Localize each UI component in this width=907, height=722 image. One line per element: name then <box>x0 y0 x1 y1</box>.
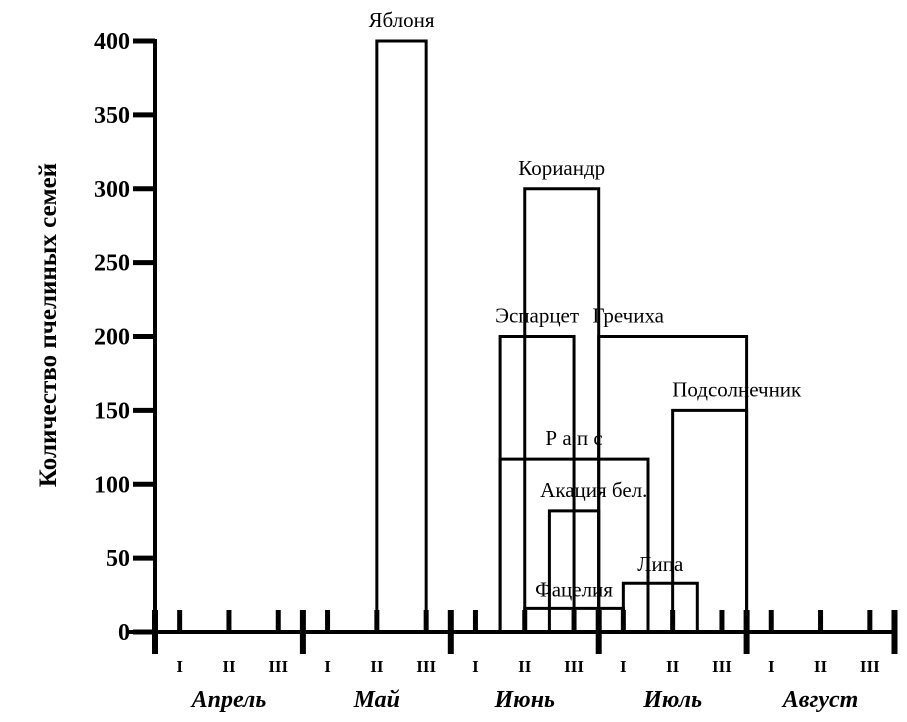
bar-label: Р а п с <box>545 426 602 450</box>
y-tick-label: 150 <box>94 398 130 424</box>
month-label: Июль <box>642 687 702 713</box>
bar-label: Фацелия <box>535 577 613 601</box>
decade-label: III <box>860 657 880 676</box>
bar-label: Гречиха <box>593 304 665 328</box>
decade-label: II <box>666 657 680 676</box>
decade-label: III <box>416 657 436 676</box>
y-tick-label: 0 <box>118 620 130 646</box>
decade-label: I <box>176 657 183 676</box>
y-axis-label: Количество пчелиных семей <box>35 163 62 487</box>
flowering-bar <box>498 457 650 632</box>
y-tick-label: 250 <box>94 251 130 277</box>
bar-label: Акация бел. <box>540 478 647 502</box>
y-tick-label: 350 <box>94 103 130 129</box>
decade-label: II <box>370 657 384 676</box>
decade-label: II <box>222 657 236 676</box>
y-tick-label: 400 <box>94 29 130 55</box>
decade-label: I <box>768 657 775 676</box>
flowering-bar <box>621 581 699 632</box>
y-tick-label: 100 <box>94 472 130 498</box>
bar-label: Подсолнечник <box>672 377 802 401</box>
flowering-bar <box>547 509 601 632</box>
month-label: Июнь <box>494 687 556 713</box>
decade-label: III <box>268 657 288 676</box>
decade-label: I <box>620 657 627 676</box>
decade-label: I <box>324 657 331 676</box>
flowering-bar <box>375 39 428 632</box>
y-tick-label: 50 <box>106 546 130 572</box>
decade-label: II <box>518 657 532 676</box>
decade-label: III <box>712 657 732 676</box>
bar-label: Яблоня <box>368 8 434 32</box>
y-tick-label: 300 <box>94 177 130 203</box>
month-label: Август <box>781 687 859 713</box>
bar-label: Эспарцет <box>495 304 579 328</box>
decade-label: I <box>472 657 479 676</box>
bar-label: Липа <box>637 552 684 576</box>
flowering-bar <box>671 408 749 632</box>
month-label: Апрель <box>190 687 267 713</box>
y-tick-label: 200 <box>94 325 130 351</box>
flowering-bar <box>523 187 601 632</box>
month-label: Май <box>353 687 400 713</box>
decade-label: III <box>564 657 584 676</box>
decade-label: II <box>814 657 828 676</box>
bar-label: Кориандр <box>518 156 605 180</box>
